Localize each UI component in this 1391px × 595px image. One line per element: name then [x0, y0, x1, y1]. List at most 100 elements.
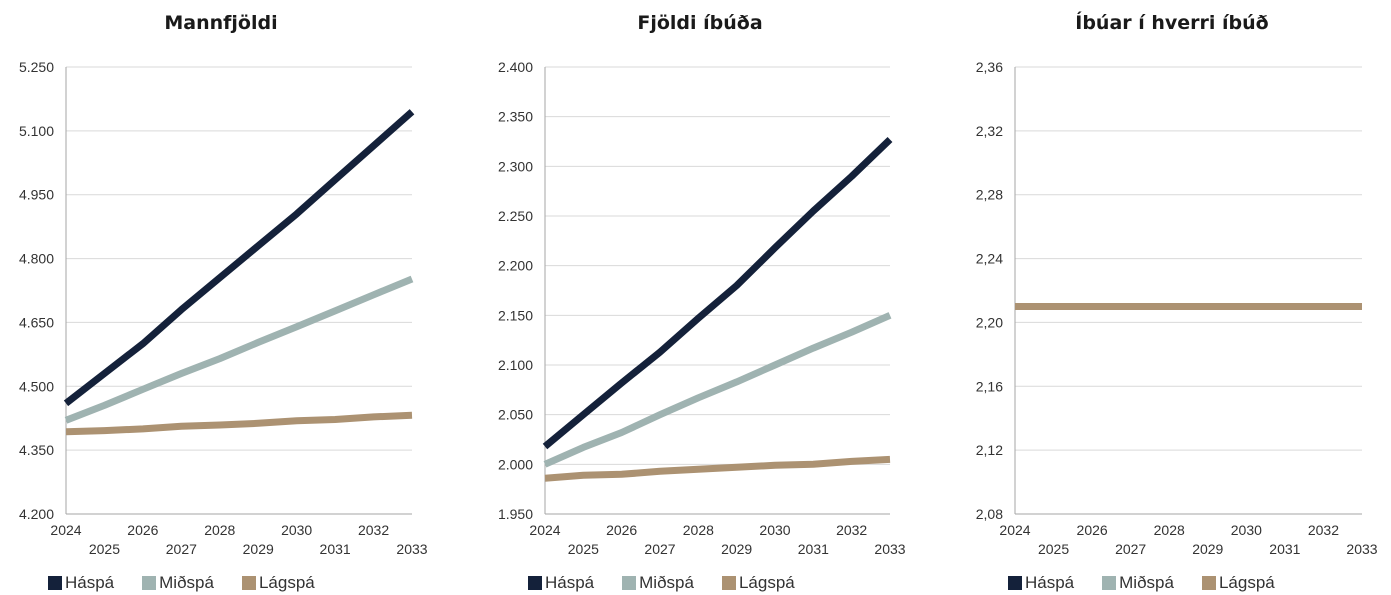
- x-tick-label: 2031: [798, 541, 829, 557]
- x-tick-label: 2024: [999, 522, 1030, 538]
- x-tick-label: 2033: [1346, 541, 1377, 557]
- x-tick-label: 2033: [396, 541, 427, 557]
- x-tick-label: 2032: [836, 522, 867, 538]
- x-tick-label: 2031: [1269, 541, 1300, 557]
- legend-label-haspa: Háspá: [65, 573, 115, 592]
- legend-item-haspa: Háspá: [1008, 573, 1074, 593]
- series-line-lagspa: [65, 411, 413, 436]
- y-tick-label: 2,36: [976, 59, 1003, 75]
- x-tick-label: 2029: [1192, 541, 1223, 557]
- x-tick-label: 2028: [1154, 522, 1185, 538]
- y-tick-label: 4.950: [19, 187, 54, 203]
- x-tick-label: 2030: [1231, 522, 1262, 538]
- legend-item-haspa: Háspá: [48, 573, 114, 593]
- legend-label-lagspa: Lágspá: [738, 573, 795, 592]
- y-tick-label: 2.200: [498, 258, 533, 274]
- legend-swatch-lagspa: [241, 576, 256, 590]
- chart-svg-ibuar-i-hverri-ibud: Íbúar í hverri íbúð 2,08 2,12 2,16 2,20 2,24 2…: [976, 11, 1378, 557]
- y-tick-label: 2,16: [976, 378, 1003, 394]
- y-tick-label: 4.800: [19, 251, 54, 267]
- x-tick-label: 2024: [50, 522, 81, 538]
- chart-title: Mannfjöldi: [164, 12, 277, 34]
- y-tick-label: 5.100: [19, 123, 54, 139]
- chart-svg-fjoldi-ibuda: Fjöldi íbúða 1.950 2.000 2.050 2.100 2.150 2.2…: [498, 12, 906, 557]
- x-tick-label: 2028: [683, 522, 714, 538]
- y-tick-label: 2.400: [498, 59, 533, 75]
- legend-label-midspa: Miðspá: [159, 573, 214, 592]
- x-tick-label: 2025: [568, 541, 599, 557]
- legend-label-lagspa: Lágspá: [258, 573, 315, 592]
- x-tick-label: 2032: [358, 522, 389, 538]
- x-tick-label: 2025: [1038, 541, 1069, 557]
- x-tick-label: 2032: [1308, 522, 1339, 538]
- y-tick-label: 2.050: [498, 407, 533, 423]
- y-tick-label: 4.500: [19, 378, 54, 394]
- x-tick-label: 2026: [1077, 522, 1108, 538]
- y-tick-label: 4.650: [19, 314, 54, 330]
- y-tick-label: 5.250: [19, 59, 54, 75]
- y-tick-label: 2,08: [976, 506, 1003, 522]
- x-tick-label: 2028: [204, 522, 235, 538]
- x-tick-label: 2027: [644, 541, 675, 557]
- y-tick-label: 4.200: [19, 506, 54, 522]
- legend-swatch-haspa: [1008, 576, 1022, 590]
- x-tick-label: 2024: [529, 522, 560, 538]
- y-tick-label: 2,20: [976, 314, 1003, 330]
- x-tick-label: 2030: [759, 522, 790, 538]
- x-tick-label: 2033: [874, 541, 905, 557]
- y-tick-label: 2,12: [976, 442, 1003, 458]
- chart-title: Fjöldi íbúða: [637, 12, 762, 34]
- legend-mannfjoldi: Háspá Miðspá Lágspá: [48, 572, 343, 594]
- x-tick-label: 2025: [89, 541, 120, 557]
- x-tick-label: 2030: [281, 522, 312, 538]
- x-tick-label: 2026: [606, 522, 637, 538]
- x-tick-label: 2027: [1115, 541, 1146, 557]
- chart-panel-fjoldi-ibuda: Fjöldi íbúða 1.950 2.000 2.050 2.100 2.150 2.2…: [498, 12, 906, 594]
- y-tick-label: 2.000: [498, 456, 533, 472]
- legend-item-haspa: Háspá: [528, 573, 594, 593]
- y-tick-label: 2.150: [498, 307, 533, 323]
- legend-label-midspa: Miðspá: [1119, 573, 1174, 592]
- legend-item-midspa: Miðspá: [622, 573, 694, 593]
- x-tick-label: 2031: [320, 541, 351, 557]
- series-line-midspa: [64, 275, 414, 424]
- chart-title: Íbúar í hverri íbúð: [1075, 11, 1269, 34]
- y-tick-label: 1.950: [498, 506, 533, 522]
- legend-ibuar-i-hverri-ibud: Háspá Miðspá Lágspá: [1008, 572, 1303, 594]
- series-line-haspa: [542, 136, 893, 450]
- legend-label-midspa: Miðspá: [639, 573, 694, 592]
- x-tick-label: 2029: [721, 541, 752, 557]
- legend-swatch-midspa: [622, 576, 637, 590]
- legend-item-lagspa: Lágspá: [241, 573, 315, 593]
- y-tick-label: 2.100: [498, 357, 533, 373]
- legend-label-haspa: Háspá: [1025, 573, 1075, 592]
- y-tick-label: 2.350: [498, 109, 533, 125]
- legend-swatch-midspa: [1102, 576, 1117, 590]
- x-tick-label: 2027: [166, 541, 197, 557]
- chart-svg-mannfjoldi: Mannfjöldi 4.200 4.350 4.500 4.650 4.800 4.950…: [19, 12, 428, 557]
- legend-swatch-midspa: [142, 576, 157, 590]
- legend-label-haspa: Háspá: [545, 573, 595, 592]
- y-tick-label: 2,32: [976, 123, 1003, 139]
- chart-panel-mannfjoldi: Mannfjöldi 4.200 4.350 4.500 4.650 4.800 4.950…: [0, 0, 460, 595]
- legend-label-lagspa: Lágspá: [1218, 573, 1275, 592]
- legend-item-lagspa: Lágspá: [721, 573, 795, 593]
- series-line-haspa: [63, 109, 415, 407]
- series-line-lagspa: [544, 455, 891, 482]
- legend-swatch-haspa: [48, 576, 62, 590]
- y-tick-label: 2,24: [976, 251, 1003, 267]
- legend-item-midspa: Miðspá: [1102, 573, 1174, 593]
- series-line-midspa: [543, 312, 892, 468]
- legend-swatch-lagspa: [1201, 576, 1216, 590]
- legend-swatch-lagspa: [721, 576, 736, 590]
- legend-swatch-haspa: [528, 576, 542, 590]
- legend-item-midspa: Miðspá: [142, 573, 214, 593]
- y-tick-label: 2.300: [498, 158, 533, 174]
- x-tick-label: 2026: [127, 522, 158, 538]
- legend-item-lagspa: Lágspá: [1201, 573, 1275, 593]
- y-tick-label: 2,28: [976, 187, 1003, 203]
- y-tick-label: 4.350: [19, 442, 54, 458]
- legend-fjoldi-ibuda: Háspá Miðspá Lágspá: [528, 572, 823, 594]
- y-tick-label: 2.250: [498, 208, 533, 224]
